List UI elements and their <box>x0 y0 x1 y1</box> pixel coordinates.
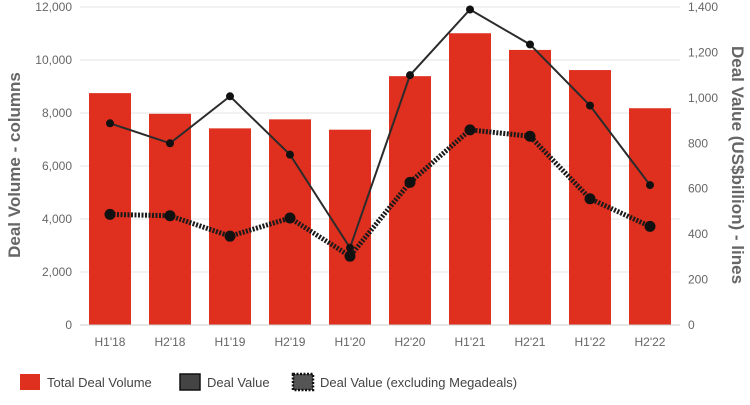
y-left-tick-label: 12,000 <box>35 0 72 14</box>
y-left-tick-label: 4,000 <box>42 212 72 226</box>
x-tick-label: H2'18 <box>155 335 186 349</box>
axes-layer: 0 2,000 4,000 6,000 8,000 10,000 12,000 0 200 400… <box>35 0 718 349</box>
x-tick-label: H1'22 <box>575 335 606 349</box>
line-deal-value[interactable] <box>109 8 651 251</box>
point-deal-value[interactable] <box>526 40 534 49</box>
point-deal-value-excl-megadeals[interactable] <box>224 230 236 242</box>
y-right-tick-label: 1,200 <box>688 45 718 59</box>
y-right-tick-label: 1,000 <box>688 91 718 105</box>
point-deal-value[interactable] <box>466 5 474 14</box>
y-right-tick-label: 600 <box>688 182 708 196</box>
point-deal-value-excl-megadeals[interactable] <box>584 193 596 205</box>
lines-layer <box>104 5 656 262</box>
legend-swatch-total-deal-volume <box>20 374 40 390</box>
bar-total-deal-volume[interactable] <box>389 76 431 325</box>
y-right-tick-label: 800 <box>688 136 708 150</box>
point-deal-value[interactable] <box>286 150 294 159</box>
legend-swatch-deal-value-excl-megadeals <box>291 372 315 392</box>
point-deal-value-excl-megadeals[interactable] <box>524 130 536 142</box>
x-tick-label: H1'18 <box>95 335 126 349</box>
y-right-tick-label: 200 <box>688 273 708 287</box>
line-deal-value-excl-megadeals[interactable] <box>109 127 652 260</box>
point-deal-value-excl-megadeals[interactable] <box>164 210 176 222</box>
y-axis-left-title: Deal Volume - columns <box>5 72 24 258</box>
y-left-tick-label: 2,000 <box>42 265 72 279</box>
y-left-tick-label: 8,000 <box>42 106 72 120</box>
x-tick-label: H1'19 <box>215 335 246 349</box>
y-right-tick-label: 400 <box>688 227 708 241</box>
legend-label[interactable]: Total Deal Volume <box>47 375 152 390</box>
point-deal-value[interactable] <box>586 101 594 110</box>
point-deal-value-excl-megadeals[interactable] <box>464 124 476 136</box>
y-right-tick-label: 1,400 <box>688 0 718 14</box>
y-right-tick-label: 0 <box>688 318 695 332</box>
bar-total-deal-volume[interactable] <box>449 33 491 326</box>
bar-total-deal-volume[interactable] <box>329 129 371 325</box>
point-deal-value[interactable] <box>406 71 414 80</box>
legend-swatch-deal-value <box>179 373 201 391</box>
x-tick-label: H2'22 <box>635 335 666 349</box>
point-deal-value-excl-megadeals[interactable] <box>284 212 296 224</box>
bar-total-deal-volume[interactable] <box>509 49 551 326</box>
y-axis-right-title: Deal Value (US$billion) - lines <box>728 46 747 284</box>
x-tick-label: H2'20 <box>395 335 426 349</box>
point-deal-value[interactable] <box>226 92 234 101</box>
bar-total-deal-volume[interactable] <box>629 108 671 325</box>
point-deal-value-excl-megadeals[interactable] <box>344 250 356 262</box>
point-deal-value[interactable] <box>106 119 114 128</box>
x-tick-label: H1'20 <box>335 335 366 349</box>
x-tick-label: H1'21 <box>455 335 486 349</box>
legend-label[interactable]: Deal Value (excluding Megadeals) <box>320 375 517 390</box>
point-deal-value[interactable] <box>166 139 174 148</box>
y-left-tick-label: 0 <box>65 318 72 332</box>
point-deal-value-excl-megadeals[interactable] <box>404 176 416 188</box>
y-left-tick-label: 6,000 <box>42 159 72 173</box>
legend: Total Deal Volume Deal Value Deal Value (e… <box>20 372 517 392</box>
point-deal-value-excl-megadeals[interactable] <box>104 208 116 220</box>
bars-layer <box>89 33 671 326</box>
x-tick-label: H2'19 <box>275 335 306 349</box>
legend-label[interactable]: Deal Value <box>207 375 270 390</box>
point-deal-value-excl-megadeals[interactable] <box>644 220 656 232</box>
x-tick-label: H2'21 <box>515 335 546 349</box>
y-left-tick-label: 10,000 <box>35 53 72 67</box>
point-deal-value[interactable] <box>646 181 654 190</box>
bar-total-deal-volume[interactable] <box>209 128 251 325</box>
